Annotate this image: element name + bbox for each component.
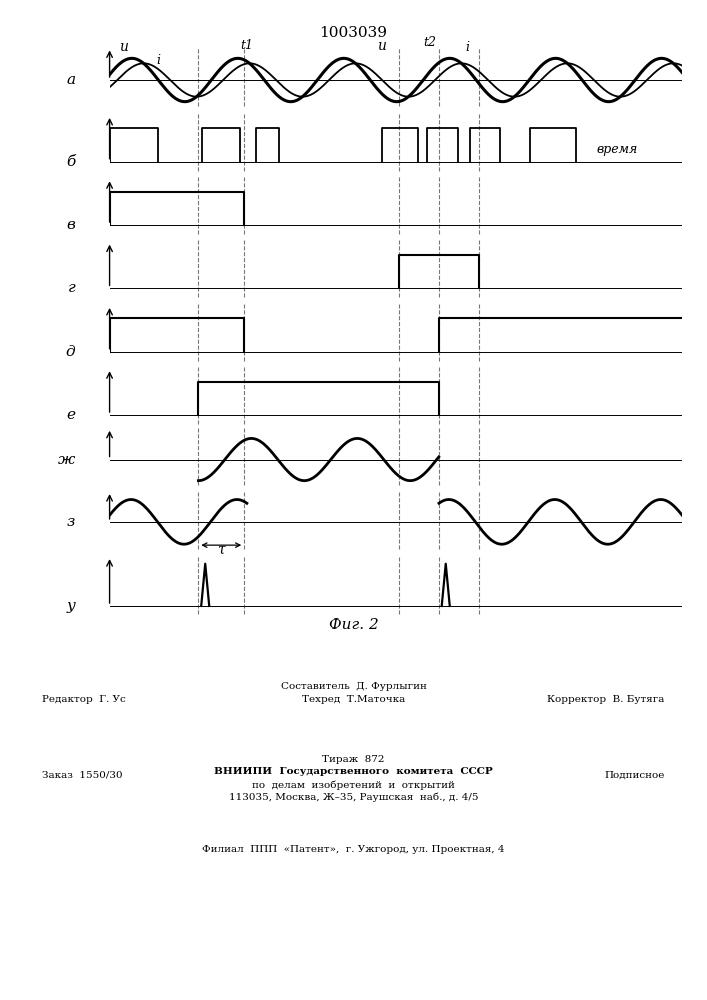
Text: u: u <box>377 38 386 52</box>
Text: i: i <box>465 41 469 54</box>
Text: по  делам  изобретений  и  открытий: по делам изобретений и открытий <box>252 780 455 790</box>
Text: t1: t1 <box>240 39 254 52</box>
Text: г: г <box>67 281 75 295</box>
Text: 1003039: 1003039 <box>320 26 387 40</box>
Text: время: время <box>597 143 638 156</box>
Text: Подписное: Подписное <box>604 770 665 780</box>
Text: τ: τ <box>218 543 225 557</box>
Text: Составитель  Д. Фурлыгин: Составитель Д. Фурлыгин <box>281 682 426 691</box>
Text: Техред  Т.Маточка: Техред Т.Маточка <box>302 695 405 704</box>
Text: б: б <box>66 155 75 169</box>
Text: е: е <box>66 408 75 422</box>
Text: u: u <box>119 40 129 54</box>
Text: в: в <box>66 218 75 232</box>
Text: Редактор  Г. Ус: Редактор Г. Ус <box>42 695 126 704</box>
Text: Заказ  1550/30: Заказ 1550/30 <box>42 770 123 780</box>
Text: Фиг. 2: Фиг. 2 <box>329 618 378 632</box>
Text: i: i <box>156 54 160 68</box>
Text: Корректор  В. Бутяга: Корректор В. Бутяга <box>547 695 665 704</box>
Text: ж: ж <box>58 453 75 467</box>
Text: у: у <box>66 599 75 613</box>
Text: ВНИИПИ  Государственного  комитета  СССР: ВНИИПИ Государственного комитета СССР <box>214 767 493 776</box>
Text: з: з <box>67 515 75 529</box>
Text: а: а <box>66 73 75 87</box>
Text: Филиал  ППП  «Патент»,  г. Ужгород, ул. Проектная, 4: Филиал ППП «Патент», г. Ужгород, ул. Про… <box>202 845 505 854</box>
Text: д: д <box>66 345 75 359</box>
Text: 113035, Москва, Ж–35, Раушская  наб., д. 4/5: 113035, Москва, Ж–35, Раушская наб., д. … <box>229 793 478 802</box>
Text: Тираж  872: Тираж 872 <box>322 755 385 764</box>
Text: t2: t2 <box>423 36 437 49</box>
